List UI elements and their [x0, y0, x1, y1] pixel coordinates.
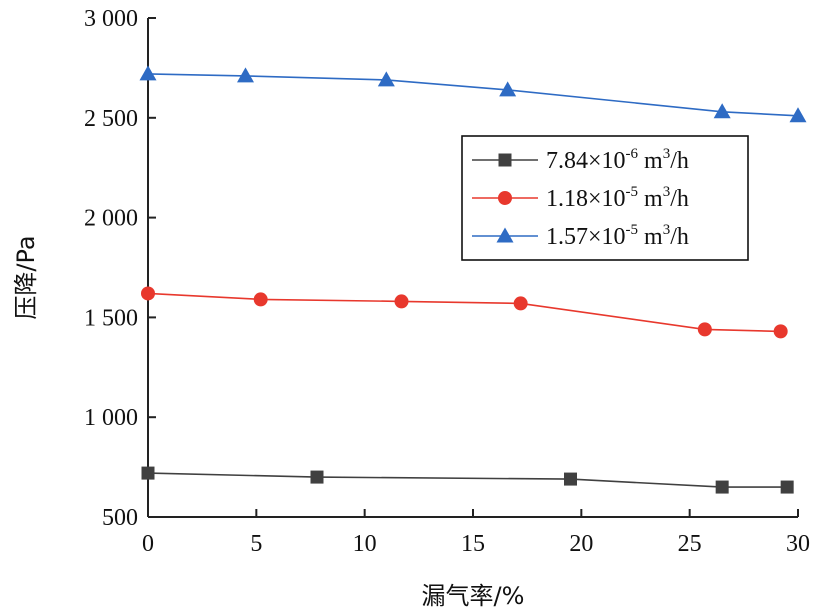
- data-point-circle: [253, 292, 268, 307]
- data-point-circle: [141, 286, 155, 301]
- x-tick-label: 5: [250, 531, 262, 557]
- x-tick-label: 20: [569, 531, 593, 557]
- y-tick-label: 1 000: [84, 405, 138, 431]
- data-point-triangle: [377, 71, 395, 87]
- y-tick-label: 500: [102, 505, 138, 531]
- data-point-triangle: [499, 81, 517, 97]
- chart-legend: 7.84×10-6 m3/h 1.18×10-5 m3/h 1.57×10-5 m3…: [461, 135, 749, 261]
- series-2: [141, 286, 788, 339]
- legend-item: 1.57×10-5 m3/h: [472, 222, 689, 250]
- data-point-triangle: [713, 103, 731, 119]
- legend-label: 7.84×10-6 m3/h: [546, 146, 689, 174]
- data-point-circle: [697, 322, 712, 337]
- data-point-square: [310, 470, 324, 484]
- data-point-square: [141, 466, 155, 480]
- y-tick-label: 2 000: [84, 206, 138, 232]
- data-point-square: [780, 480, 794, 494]
- y-tick-label: 3 000: [84, 6, 138, 32]
- legend-marker-triangle: [496, 227, 514, 243]
- legend-item: 1.18×10-5 m3/h: [472, 184, 689, 212]
- x-tick-label: 10: [353, 531, 377, 557]
- data-point-circle: [513, 296, 528, 311]
- legend-item: 7.84×10-6 m3/h: [472, 146, 689, 174]
- y-tick-label: 2 500: [84, 106, 138, 132]
- x-tick-label: 25: [678, 531, 702, 557]
- series-line: [147, 292, 781, 333]
- x-tick-label: 0: [142, 531, 154, 557]
- y-tick-label: 1 500: [84, 305, 138, 331]
- data-point-circle: [773, 324, 788, 339]
- legend-marker-square: [498, 153, 512, 167]
- series-line: [147, 73, 799, 117]
- legend-label: 1.18×10-5 m3/h: [546, 184, 689, 212]
- x-tick-label: 15: [461, 531, 485, 557]
- series-line: [147, 472, 788, 488]
- data-point-triangle: [237, 67, 254, 83]
- data-point-triangle: [139, 65, 157, 81]
- legend-marker-circle: [498, 191, 512, 205]
- data-point-square: [715, 480, 729, 494]
- legend-label: 1.57×10-5 m3/h: [546, 222, 689, 250]
- x-axis-title: 漏气率/%: [422, 582, 525, 610]
- y-axis-title: 压降/Pa: [12, 235, 40, 319]
- series-3: [139, 65, 807, 123]
- data-point-circle: [394, 294, 409, 309]
- data-point-square: [564, 472, 577, 486]
- chart-axes: 500 1 000 1 500 2 000 2 500 3 000 0 5 10 15 20 25 30: [84, 6, 810, 557]
- data-point-triangle: [789, 107, 807, 123]
- chart-series-layer: [139, 65, 807, 494]
- x-tick-label: 30: [786, 531, 810, 557]
- series-1: [141, 466, 794, 494]
